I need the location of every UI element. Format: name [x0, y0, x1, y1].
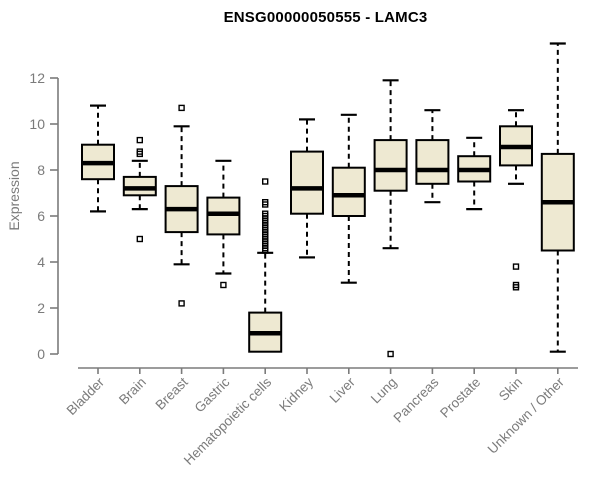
x-tick-label-skin: Skin — [496, 375, 525, 404]
x-tick-label-prostate: Prostate — [437, 375, 483, 421]
x-tick-label-bladder: Bladder — [64, 374, 108, 418]
box-group-lung — [373, 79, 408, 358]
outlier-point — [387, 350, 394, 358]
iqr-box — [206, 196, 241, 236]
box-group-hematopoietic-cells — [248, 178, 283, 353]
outlier-point — [512, 263, 520, 270]
x-tick-label-brain: Brain — [116, 375, 149, 408]
y-tick-label: 6 — [37, 208, 45, 224]
box-group-skin — [499, 109, 533, 291]
x-tick-label-lung: Lung — [368, 375, 400, 407]
x-tick-label-gastric: Gastric — [192, 374, 233, 415]
x-tick-label-pancreas: Pancreas — [391, 374, 442, 425]
box-group-prostate — [457, 136, 492, 211]
outlier-point — [262, 201, 269, 208]
box-group-brain — [122, 136, 157, 243]
box-group-kidney — [290, 118, 324, 259]
box-group-breast — [164, 104, 199, 307]
outlier-point — [178, 104, 185, 112]
iqr-box — [331, 166, 366, 217]
outlier-point — [220, 281, 227, 289]
y-tick-label: 2 — [37, 300, 45, 316]
y-tick-label: 0 — [37, 346, 45, 362]
x-tick-label-breast: Breast — [153, 374, 191, 412]
y-axis: 0 2 4 6 8 10 12 — [29, 70, 59, 362]
outlier-point — [136, 235, 144, 243]
y-tick-label: 12 — [29, 70, 45, 86]
box-group-unknown-other — [540, 42, 575, 353]
outlier-point — [136, 136, 144, 144]
iqr-box — [373, 139, 408, 192]
iqr-box — [415, 139, 450, 185]
y-tick-label: 8 — [37, 162, 45, 178]
outlier-point — [512, 284, 520, 291]
chart-title: ENSG00000050555 - LAMC3 — [223, 9, 428, 26]
x-tick-label-unknown-other: Unknown / Other — [485, 374, 568, 457]
box-group-bladder — [81, 104, 115, 213]
x-tick-label-kidney: Kidney — [276, 374, 316, 414]
outlier-point — [136, 150, 144, 158]
y-tick-label: 10 — [29, 116, 45, 132]
outlier-point — [262, 247, 269, 254]
box-group-gastric — [206, 159, 241, 289]
iqr-box — [290, 150, 324, 215]
box-group-pancreas — [415, 109, 450, 204]
iqr-box — [122, 175, 157, 197]
outlier-point — [178, 300, 185, 307]
x-tick-label-liver: Liver — [327, 374, 359, 406]
box-group-liver — [331, 113, 366, 284]
y-tick-label: 4 — [37, 254, 45, 270]
outlier-point — [262, 178, 269, 185]
